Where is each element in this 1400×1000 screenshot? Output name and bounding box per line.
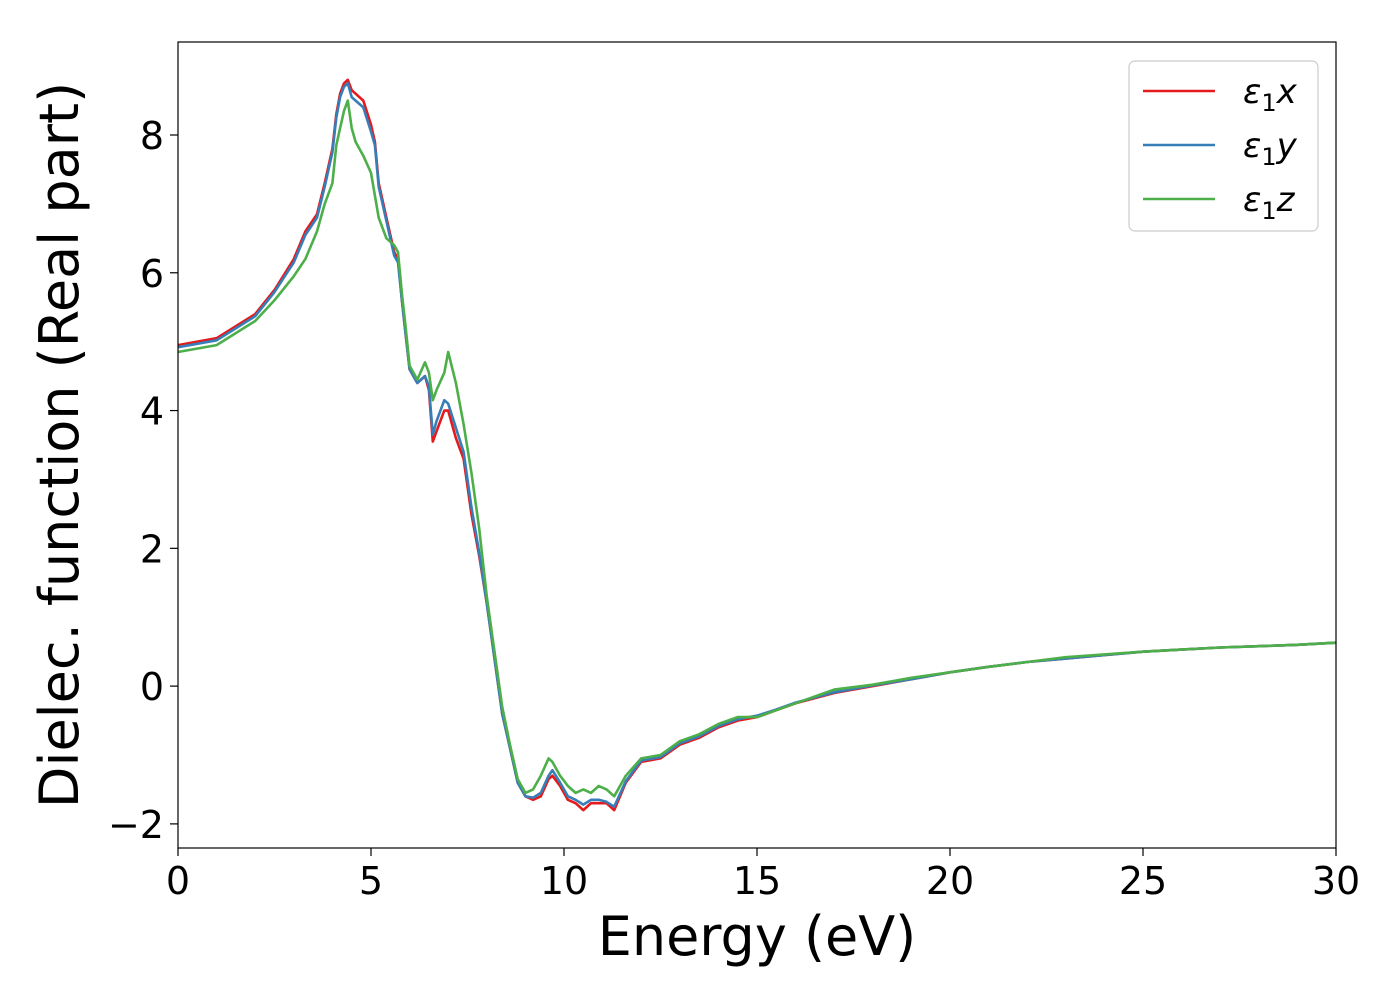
legend: ε1x ε1y ε1z [1128,60,1319,232]
x-tick-label: 10 [540,859,588,903]
x-tick-label: 15 [733,859,781,903]
legend-label-y: ε1y [1243,126,1298,171]
x-tick-label: 20 [926,859,974,903]
x-tick-label: 30 [1312,859,1360,903]
x-tick-label: 0 [166,859,190,903]
y-tick-label: 0 [140,665,164,709]
legend-label-z: ε1z [1243,180,1296,225]
y-tick-label: 4 [140,390,164,434]
y-axis-title: Dielec. function (Real part) [28,82,91,808]
y-tick-label: −2 [108,803,164,847]
series-line-z [177,99,1337,798]
y-axis-ticks: −2 0 2 4 6 8 [108,114,178,847]
x-axis-ticks: 0 5 10 15 20 25 30 [166,848,1360,903]
x-tick-label: 25 [1119,859,1167,903]
legend-label-x: ε1x [1243,72,1298,117]
y-tick-label: 8 [140,114,164,158]
legend-box [1128,60,1319,232]
x-tick-label: 5 [359,859,383,903]
series-layer [177,78,1337,812]
y-tick-label: 6 [140,252,164,296]
y-tick-label: 2 [140,527,164,571]
x-axis-title: Energy (eV) [598,905,917,968]
